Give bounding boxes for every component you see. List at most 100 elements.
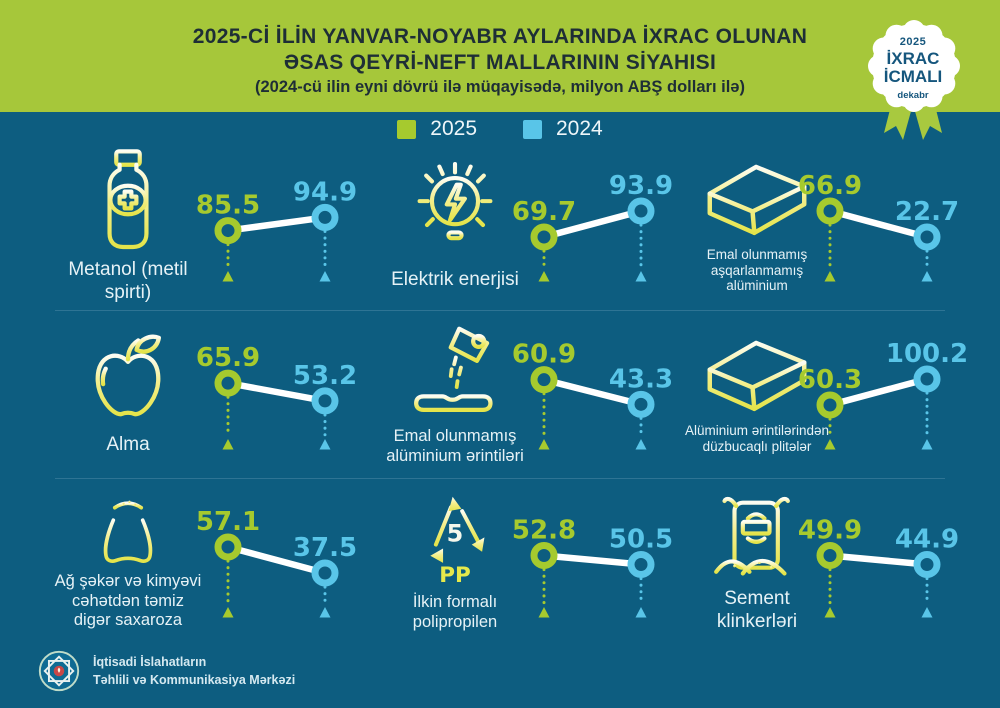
triangle-marker-2024 [635, 607, 647, 618]
point-2024 [311, 387, 339, 415]
triangle-marker-2025 [538, 439, 550, 450]
slope-chart-sement: 49.9 44.9 [798, 516, 959, 618]
point-2025 [214, 533, 242, 561]
org-line2: Təhlili və Kommunikasiya Mərkəzi [93, 673, 296, 687]
point-2025 [530, 223, 558, 251]
triangle-marker-2025 [824, 439, 836, 450]
light-bulb-icon [409, 160, 501, 262]
triangle-marker-2024 [635, 439, 647, 450]
legend-label-2024: 2024 [556, 117, 603, 140]
product-info: Sement klinkerləri [678, 478, 836, 646]
value-2024: 100.2 [886, 339, 968, 369]
product-info: Elektrik enerjisi [378, 142, 532, 310]
connector-line [227, 214, 326, 234]
legend-swatch-2024 [523, 119, 542, 139]
value-2025: 60.9 [512, 340, 576, 370]
point-2025 [816, 391, 844, 419]
product-label: İlkin formalı polipropilen [412, 593, 498, 631]
connector-line [543, 207, 642, 241]
value-2024: 44.9 [895, 525, 959, 555]
svg-text:5: 5 [447, 519, 464, 547]
product-label: Elektrik enerjisi [391, 269, 519, 291]
page-subtitle: (2024-cü ilin eyni dövrü ilə müqayisədə,… [255, 78, 745, 97]
product-cell-seker: Ağ şəkər və kimyəvi cəhətdən təmiz digər… [0, 478, 360, 646]
product-cell-sement: Sement klinkerləri 49.9 44.9 [670, 478, 1000, 646]
product-cell-duzbucaqli-pliteler: Alüminium ərintilərindən düzbucaqlı plit… [670, 310, 1000, 478]
product-label: Alma [106, 434, 150, 456]
triangle-marker-2024 [319, 607, 331, 618]
value-2025: 60.3 [798, 365, 862, 395]
legend-item-2025: 2025 [397, 117, 477, 141]
point-2025 [214, 217, 242, 245]
sugar-sack-icon [91, 493, 165, 565]
product-label: Metanol (metil spirti) [68, 259, 188, 303]
value-2024: 22.7 [895, 197, 959, 227]
header-band: 2025-Cİ İLİN YANVAR-NOYABR AYLARINDA İXR… [0, 0, 1000, 112]
product-cell-aluminium-erintileri: Emal olunmamış alüminium ərintiləri 60.9… [360, 310, 673, 478]
triangle-marker-2024 [921, 607, 933, 618]
product-label: Emal olunmamış alüminium ərintiləri [386, 427, 524, 465]
product-label: Sement klinkerləri [716, 588, 798, 632]
triangle-marker-2024 [921, 271, 933, 282]
point-2025 [530, 366, 558, 394]
product-label: Ağ şəkər və kimyəvi cəhətdən təmiz digər… [54, 572, 202, 630]
organization-name: İqtisadi İslahatların Təhlili və Kommuni… [93, 653, 295, 689]
legend-label-2025: 2025 [430, 117, 477, 140]
point-2024 [627, 390, 655, 418]
slope-chart-alma: 65.9 53.2 [196, 343, 357, 450]
molten-metal-pour-icon [408, 322, 502, 420]
slope-chart-duzbucaqli-pliteler: 60.3 100.2 [798, 339, 968, 450]
product-label: Emal olunmamış aşqarlanmamış alüminium [706, 246, 808, 294]
point-2025 [816, 542, 844, 569]
value-2024: 93.9 [609, 171, 673, 201]
triangle-marker-2024 [319, 271, 331, 282]
point-2024 [311, 203, 339, 231]
products-row-2: Alma 65.9 53.2 Emal olunmamış alüminium ə… [0, 310, 1000, 478]
products-row-3: Ağ şəkər və kimyəvi cəhətdən təmiz digər… [0, 478, 1000, 646]
slope-chart-seker: 57.1 37.5 [196, 507, 357, 618]
legend: 2025 2024 [0, 116, 1000, 142]
badge-year: 2025 [899, 36, 927, 48]
product-label: Alüminium ərintilərindən düzbucaqlı plit… [684, 422, 830, 454]
value-2025: 66.9 [798, 171, 862, 201]
value-2024: 50.5 [609, 525, 673, 555]
svg-text:PP: PP [439, 563, 471, 586]
triangle-marker-2024 [921, 439, 933, 450]
product-cell-alma: Alma 65.9 53.2 [0, 310, 360, 478]
pp-recycling-icon: 5 PP [411, 492, 499, 586]
value-2025: 57.1 [196, 507, 260, 537]
legend-item-2024: 2024 [523, 117, 603, 141]
value-2024: 94.9 [293, 177, 357, 207]
triangle-marker-2025 [538, 271, 550, 282]
connector-line [829, 552, 928, 568]
apple-icon [85, 331, 171, 427]
cement-bag-icon [711, 491, 803, 581]
value-2025: 49.9 [798, 516, 862, 546]
row-divider [55, 478, 945, 479]
point-2025 [530, 542, 558, 569]
point-2024 [627, 551, 655, 578]
value-2025: 85.5 [196, 191, 260, 221]
legend-swatch-2025 [397, 119, 417, 139]
product-info: Alma [30, 310, 226, 478]
product-info: Emal olunmamış aşqarlanmamış alüminium [678, 142, 836, 310]
product-info: 5 PP İlkin formalı polipropilen [378, 478, 532, 646]
product-cell-metanol: Metanol (metil spirti) 85.5 94.9 [0, 142, 360, 310]
slope-chart-metanol: 85.5 94.9 [196, 177, 357, 282]
product-info: Emal olunmamış alüminium ərintiləri [378, 310, 532, 478]
product-info: Alüminium ərintilərindən düzbucaqlı plit… [678, 310, 836, 478]
page-title-line2: ƏSAS QEYRİ-NEFT MALLARININ SİYAHISI [283, 50, 717, 74]
point-2024 [913, 551, 941, 578]
value-2025: 52.8 [512, 516, 576, 546]
point-2025 [214, 369, 242, 397]
row-divider [55, 310, 945, 311]
product-info: Metanol (metil spirti) [30, 142, 226, 310]
connector-line [543, 552, 642, 568]
aluminium-ingot-icon [699, 158, 815, 240]
value-2024: 53.2 [293, 361, 357, 391]
triangle-marker-2024 [319, 439, 331, 450]
page-title-line1: 2025-Cİ İLİN YANVAR-NOYABR AYLARINDA İXR… [192, 25, 808, 48]
point-2024 [913, 365, 941, 393]
connector-line [227, 543, 326, 577]
triangle-marker-2025 [222, 439, 234, 450]
